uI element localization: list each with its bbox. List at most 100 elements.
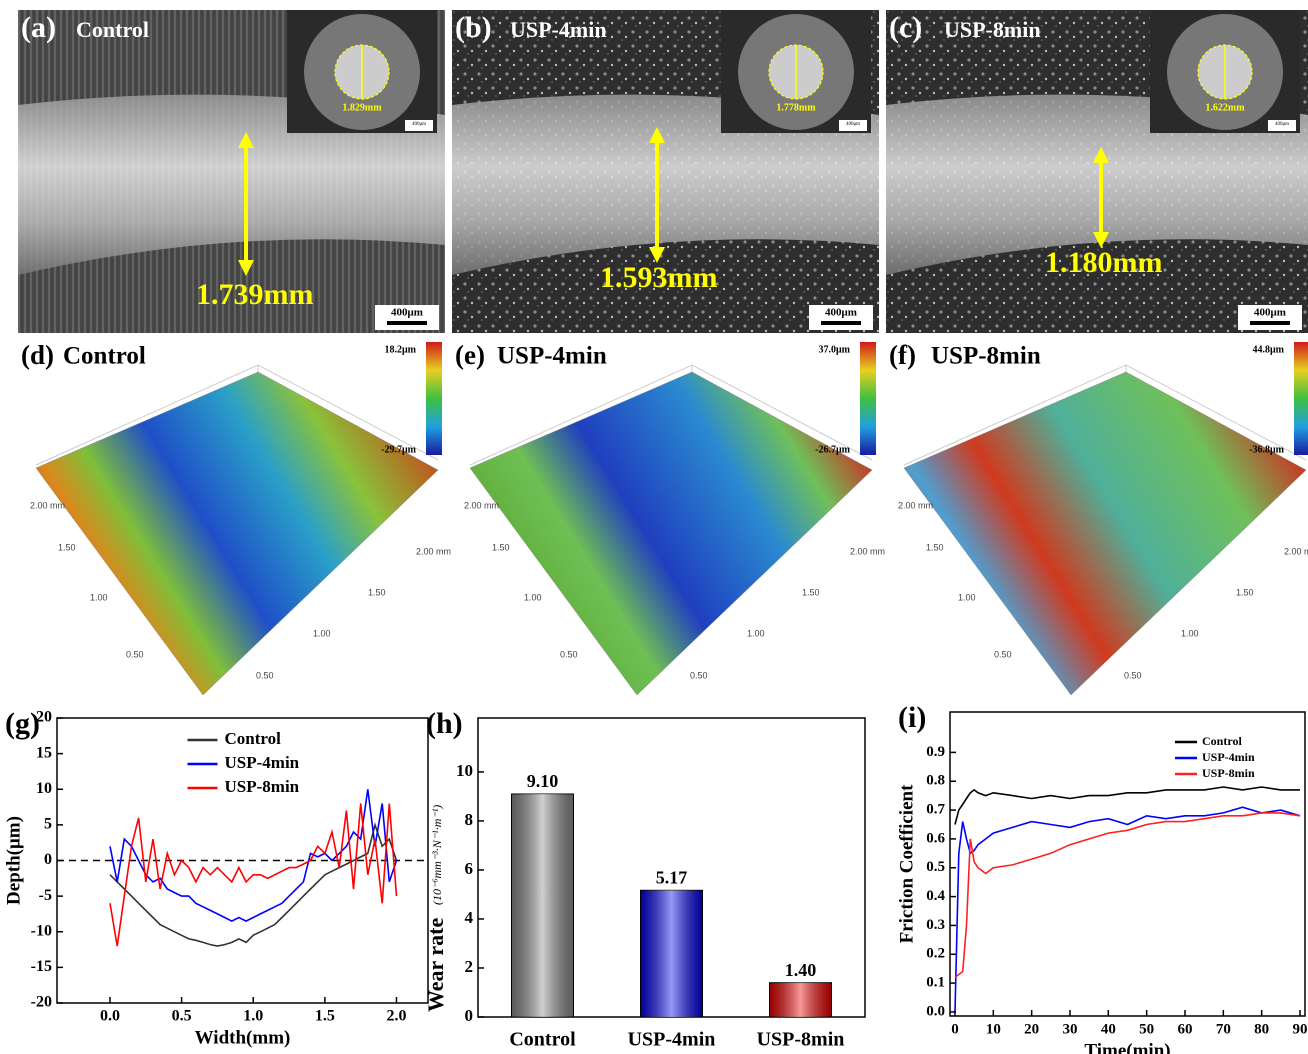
panel-label: (f) bbox=[889, 340, 916, 370]
legend-label: USP-8min bbox=[225, 777, 300, 796]
surface-x-label: 2.00 mm bbox=[416, 546, 451, 556]
scale-label: 400μm bbox=[1254, 307, 1286, 319]
surface-panel: (e) USP-4min 37.0μm -26.7μm 2.00 mm 1.50 1.00 0… bbox=[455, 340, 885, 696]
panel-label: (c) bbox=[889, 11, 922, 44]
inset-scale-label: 400μm bbox=[1275, 122, 1289, 127]
z-min-label: -29.7μm bbox=[381, 444, 416, 455]
x-tick-label: 0 bbox=[951, 1021, 959, 1037]
surface-x-label: 0.50 bbox=[256, 670, 274, 680]
scale-box bbox=[1238, 305, 1302, 330]
y-tick-label: 0 bbox=[465, 1006, 474, 1025]
y-tick-label: 0.2 bbox=[926, 946, 945, 962]
z-max-label: 44.8μm bbox=[1253, 344, 1285, 355]
x-tick-label: 40 bbox=[1101, 1021, 1116, 1037]
micrograph-panel: 1.778mm 400μm 400μm 1.593mm (b) USP-4min bbox=[452, 10, 879, 333]
x-axis-label: Time(min) bbox=[1084, 1040, 1170, 1054]
wear-width: 1.180mm bbox=[1045, 246, 1162, 279]
x-tick-label: 90 bbox=[1293, 1021, 1308, 1037]
wear-track bbox=[452, 94, 879, 275]
y-axis-label: Friction Coefficient bbox=[896, 784, 917, 943]
scale-label: 400μm bbox=[825, 307, 857, 319]
surface-panel: (d) Control 18.2μm -29.7μm 2.00 mm 1.50 1.00 0.… bbox=[21, 340, 451, 696]
surface-y-label: 1.00 bbox=[958, 592, 976, 602]
data-line bbox=[954, 786, 1300, 825]
x-axis-label: Width(mm) bbox=[195, 1027, 291, 1048]
panel-label: (b) bbox=[455, 11, 492, 44]
x-tick-label: Control bbox=[509, 1029, 576, 1051]
y-tick-label: 5 bbox=[44, 816, 52, 833]
inset-diameter: 1.778mm bbox=[776, 102, 816, 113]
panel-name: USP-8min bbox=[931, 343, 1041, 370]
y-tick-label: -10 bbox=[31, 922, 52, 939]
value-label: 5.17 bbox=[656, 867, 688, 887]
wear-width: 1.739mm bbox=[196, 278, 313, 311]
x-tick-label: 1.0 bbox=[243, 1008, 263, 1025]
z-min-label: -36.8μm bbox=[1249, 444, 1284, 455]
panel-name: USP-4min bbox=[497, 343, 607, 370]
data-line bbox=[109, 822, 398, 947]
surface-y-label: 0.50 bbox=[126, 649, 144, 659]
legend-label: Control bbox=[1202, 734, 1242, 748]
y-tick-label: -15 bbox=[31, 958, 52, 975]
y-tick-label: 0.7 bbox=[926, 802, 945, 818]
chart-panel: 0 2 4 6 8 10 (h) Wear rate (10⁻⁶mm⁻³·N⁻¹·m⁻¹) 9.1… bbox=[423, 707, 866, 1051]
surface-x-label: 1.00 bbox=[1181, 628, 1199, 638]
y-tick-label: 15 bbox=[36, 744, 52, 761]
surface-x-label: 0.50 bbox=[1124, 670, 1142, 680]
bar-shine bbox=[511, 793, 574, 1017]
z-max-label: 37.0μm bbox=[819, 344, 851, 355]
surface-x-label: 1.50 bbox=[802, 587, 820, 597]
x-tick-label: 30 bbox=[1062, 1021, 1077, 1037]
x-tick-label: 70 bbox=[1216, 1021, 1231, 1037]
scale-box bbox=[809, 305, 873, 330]
y-tick-label: -5 bbox=[39, 887, 52, 904]
surface-y-label: 1.50 bbox=[58, 542, 76, 552]
panel-name: USP-8min bbox=[944, 17, 1041, 42]
wear-width: 1.593mm bbox=[600, 261, 717, 294]
micrograph-panel: 1.829mm 400μm 400μm 1.739mm (a) Control bbox=[18, 10, 445, 333]
wear-track bbox=[18, 94, 445, 275]
surface-y-label: 2.00 mm bbox=[30, 500, 65, 510]
value-label: 9.10 bbox=[527, 771, 559, 791]
legend-label: Control bbox=[225, 729, 282, 748]
data-line bbox=[109, 789, 398, 922]
surface-panel: (f) USP-8min 44.8μm -36.8μm 2.00 mm 1.50 1.00 0… bbox=[889, 340, 1308, 696]
surface-x-label: 2.00 mm bbox=[1284, 546, 1308, 556]
inset-scale-label: 400μm bbox=[412, 122, 426, 127]
micrograph-panel: 1.622mm 400μm 400μm 1.180mm (c) USP-8min bbox=[886, 10, 1308, 333]
colorbar bbox=[1294, 342, 1308, 455]
x-tick-label: 0.5 bbox=[172, 1008, 192, 1025]
surface-map bbox=[469, 371, 873, 696]
y-tick-label: 0.4 bbox=[926, 888, 945, 904]
data-line bbox=[954, 812, 1301, 979]
surface-x-label: 0.50 bbox=[690, 670, 708, 680]
surface-y-label: 1.00 bbox=[524, 592, 542, 602]
y-tick-label: 0.5 bbox=[926, 859, 945, 875]
y-tick-label: 0.9 bbox=[926, 744, 945, 760]
panel-label: (g) bbox=[5, 707, 40, 740]
chart-panel: -20 -15 -10 -5 0 5 10 15 20 0.0 0.5 1.0 1.5 2.0 Width(… bbox=[3, 707, 429, 1048]
legend-label: USP-4min bbox=[225, 753, 300, 772]
x-tick-label: 20 bbox=[1024, 1021, 1039, 1037]
panel-name: Control bbox=[63, 343, 146, 370]
y-tick-label: 0 bbox=[44, 851, 52, 868]
inset-scale-label: 400μm bbox=[846, 122, 860, 127]
y-tick-label: 0.6 bbox=[926, 830, 945, 846]
surface-y-label: 1.50 bbox=[926, 542, 944, 552]
y-tick-label: -20 bbox=[31, 994, 52, 1011]
panel-name: Control bbox=[76, 17, 149, 42]
colorbar bbox=[426, 342, 442, 455]
inset-scale-box bbox=[839, 120, 867, 131]
data-line bbox=[109, 803, 398, 947]
surface-x-label: 1.00 bbox=[747, 628, 765, 638]
x-tick-label: 0.0 bbox=[100, 1008, 120, 1025]
x-tick-label: 50 bbox=[1139, 1021, 1154, 1037]
legend-label: USP-8min bbox=[1202, 766, 1255, 780]
x-tick-label: 2.0 bbox=[386, 1008, 406, 1025]
surface-y-label: 2.00 mm bbox=[464, 500, 499, 510]
surface-y-label: 1.00 bbox=[90, 592, 108, 602]
scale-label: 400μm bbox=[391, 307, 423, 319]
y-tick-label: 8 bbox=[465, 810, 474, 829]
plot-frame bbox=[949, 711, 1306, 1017]
